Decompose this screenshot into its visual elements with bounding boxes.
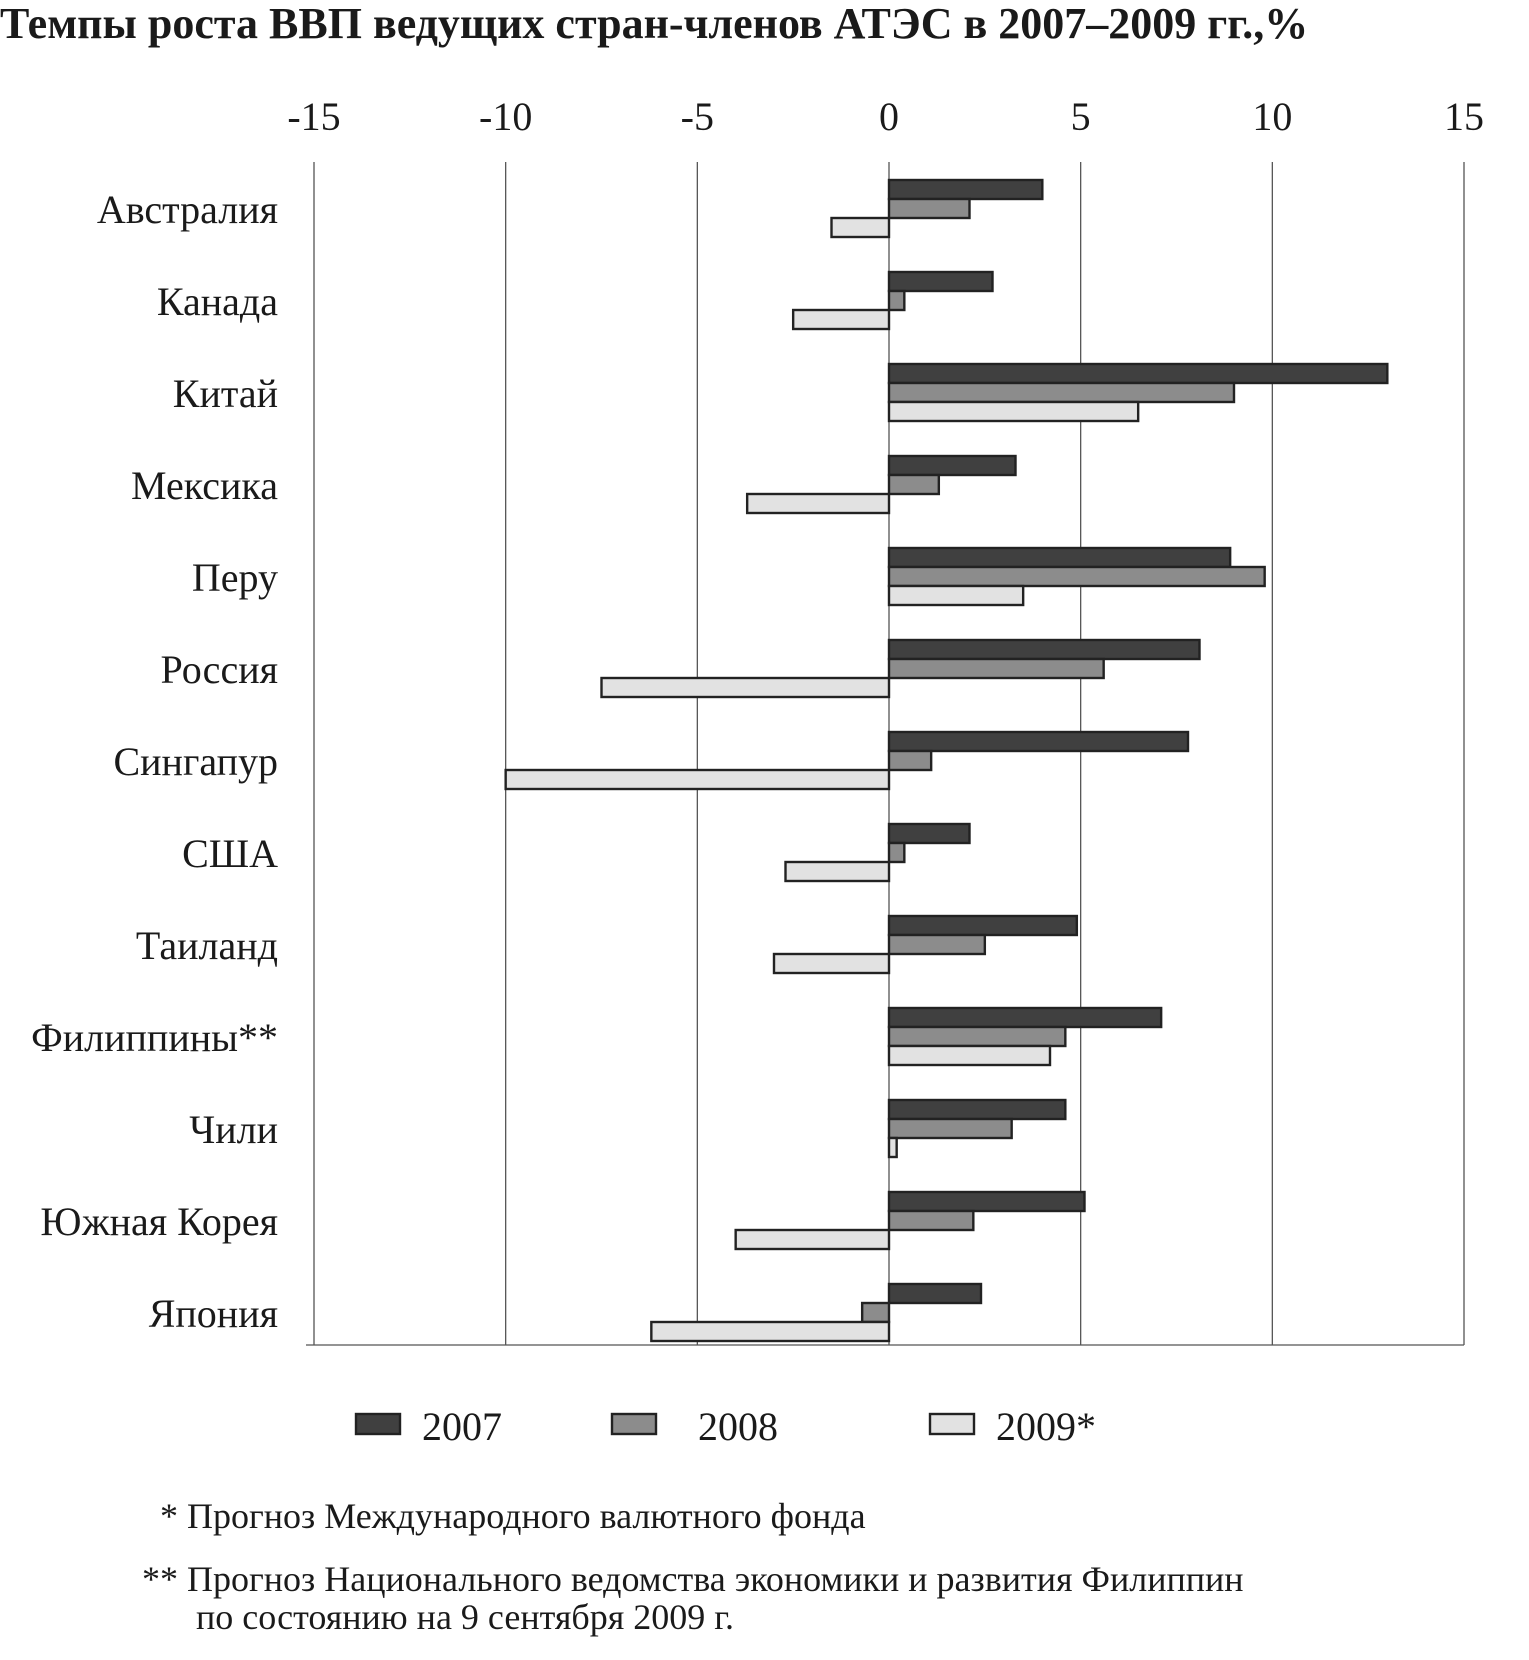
category-labels: Австралия Канада Китай Мексика Перу Россия Син… bbox=[31, 187, 278, 1336]
x-tick-label: -15 bbox=[287, 94, 340, 139]
legend-label: 2009* bbox=[996, 1404, 1096, 1449]
bar-2008 bbox=[887, 1117, 1013, 1140]
x-tick-label: -5 bbox=[681, 94, 714, 139]
legend: 2007 2008 2009* bbox=[354, 1404, 1096, 1449]
category-label: Россия bbox=[160, 647, 278, 692]
bar-2009 bbox=[504, 768, 891, 791]
category-label: Япония bbox=[149, 1291, 278, 1336]
bar-2008 bbox=[887, 933, 987, 956]
bar-2009 bbox=[830, 216, 891, 239]
category-label: Китай bbox=[173, 371, 278, 416]
bar-2007 bbox=[887, 546, 1232, 569]
category-label: Сингапур bbox=[113, 739, 278, 784]
footnote-imf: * Прогноз Международного валютного фонда bbox=[160, 1496, 866, 1536]
bar-2009 bbox=[745, 492, 891, 515]
bar-2009 bbox=[887, 1044, 1052, 1067]
bar-2009 bbox=[791, 308, 891, 331]
footnote-philippines: ** Прогноз Национального ведомства эконо… bbox=[142, 1559, 1244, 1599]
bar-2009 bbox=[772, 952, 891, 975]
bar-2009 bbox=[734, 1228, 891, 1251]
bar-2008 bbox=[887, 841, 906, 864]
bar-2008 bbox=[887, 473, 941, 496]
gridlines bbox=[306, 162, 1465, 1346]
bar-2009 bbox=[887, 584, 1025, 607]
bar-2009 bbox=[784, 860, 891, 883]
category-label: Филиппины** bbox=[31, 1015, 278, 1060]
category-label: Южная Корея bbox=[40, 1199, 278, 1244]
bar-2007 bbox=[887, 1282, 983, 1305]
legend-swatch bbox=[928, 1412, 976, 1436]
x-tick-label: 10 bbox=[1252, 94, 1292, 139]
legend-swatch bbox=[354, 1412, 402, 1436]
bar-2009 bbox=[650, 1320, 891, 1343]
category-label: Перу bbox=[192, 555, 278, 600]
bar-2008 bbox=[887, 749, 933, 772]
legend-label: 2007 bbox=[422, 1404, 502, 1449]
x-tick-label: 15 bbox=[1444, 94, 1484, 139]
bar-2008 bbox=[887, 289, 906, 312]
bar-2008 bbox=[887, 565, 1266, 588]
bar-2007 bbox=[887, 1190, 1086, 1213]
bar-2007 bbox=[887, 638, 1201, 661]
category-label: Австралия bbox=[97, 187, 278, 232]
bar-2007 bbox=[887, 730, 1190, 753]
category-label: Мексика bbox=[131, 463, 278, 508]
bar-2008 bbox=[887, 1209, 975, 1232]
bars bbox=[504, 178, 1389, 1343]
bar-2009 bbox=[887, 400, 1140, 423]
category-label: Чили bbox=[189, 1107, 278, 1152]
bar-2007 bbox=[887, 1006, 1163, 1029]
category-label: США bbox=[182, 831, 278, 876]
bar-2008 bbox=[887, 1025, 1067, 1048]
bar-2007 bbox=[887, 822, 971, 845]
x-axis-ticks: -15 -10 -5 0 5 10 15 bbox=[287, 94, 1484, 139]
legend-label: 2008 bbox=[698, 1404, 778, 1449]
category-label: Канада bbox=[157, 279, 278, 324]
bar-2007 bbox=[887, 1098, 1067, 1121]
bar-2008 bbox=[887, 197, 971, 220]
bar-2009 bbox=[600, 676, 891, 699]
bar-2007 bbox=[887, 914, 1079, 937]
x-tick-label: -10 bbox=[479, 94, 532, 139]
bar-2007 bbox=[887, 178, 1044, 201]
bar-2008 bbox=[860, 1301, 891, 1324]
x-tick-label: 5 bbox=[1071, 94, 1091, 139]
x-tick-label: 0 bbox=[879, 94, 899, 139]
category-label: Таиланд bbox=[136, 923, 278, 968]
bar-2007 bbox=[887, 362, 1389, 385]
bar-2007 bbox=[887, 454, 1017, 477]
bar-2009 bbox=[887, 1136, 898, 1159]
bar-2008 bbox=[887, 381, 1236, 404]
bar-2007 bbox=[887, 270, 994, 293]
footnote-philippines-date: по состоянию на 9 сентября 2009 г. bbox=[196, 1597, 734, 1637]
legend-swatch bbox=[610, 1412, 658, 1436]
chart-title: Темпы роста ВВП ведущих стран-членов АТЭ… bbox=[0, 0, 1309, 48]
bar-2008 bbox=[887, 657, 1105, 680]
